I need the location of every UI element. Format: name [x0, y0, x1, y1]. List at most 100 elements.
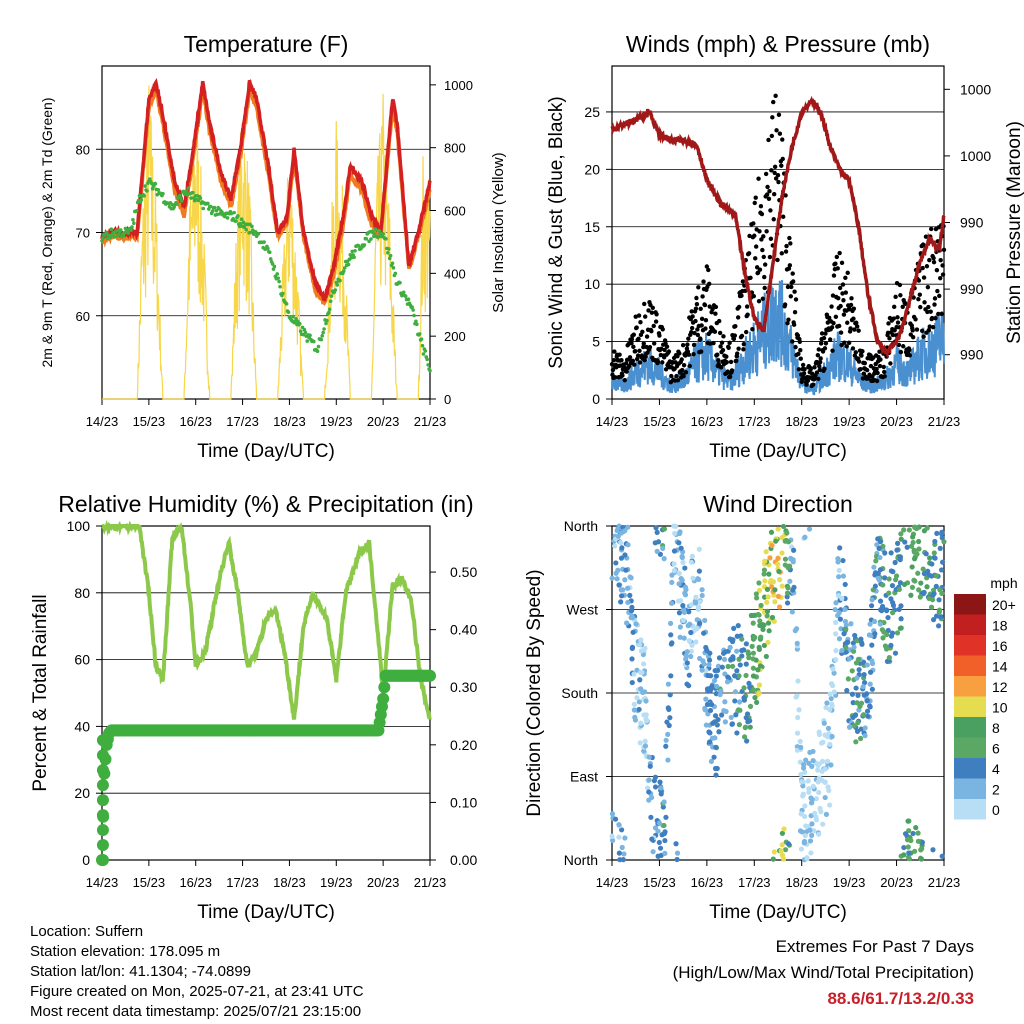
x-tick-label: 14/23 [86, 875, 119, 890]
direction-point [934, 530, 940, 536]
direction-point [758, 634, 764, 640]
direction-point [640, 689, 646, 696]
gust-point [741, 341, 747, 347]
direction-point [855, 719, 861, 726]
direction-point [820, 821, 826, 827]
direction-point [664, 719, 670, 725]
gust-point [816, 347, 821, 352]
direction-point [915, 838, 922, 844]
direction-point [769, 542, 775, 549]
direction-point [858, 726, 864, 732]
direction-point [667, 692, 673, 698]
direction-point [869, 597, 875, 603]
sonic-wind-line [611, 280, 945, 396]
y-tick-label: 60 [76, 309, 90, 324]
direction-point [770, 579, 777, 585]
direction-point [706, 739, 713, 745]
dewpoint-point [268, 257, 273, 261]
direction-point [872, 583, 878, 589]
gust-point [783, 193, 788, 198]
gust-point [685, 342, 690, 347]
direction-point [629, 644, 636, 650]
direction-point [750, 612, 757, 619]
direction-point [713, 772, 719, 778]
gust-point [785, 321, 790, 326]
direction-point [861, 692, 867, 698]
gust-point [669, 373, 674, 379]
direction-point [867, 681, 873, 687]
direction-point [872, 631, 878, 637]
direction-point [869, 642, 875, 648]
direction-point [862, 733, 868, 739]
direction-point [880, 635, 886, 641]
gust-point [817, 367, 822, 373]
direction-point [902, 831, 909, 837]
direction-point [822, 766, 828, 772]
legend-label: 16 [992, 638, 1008, 654]
elevation-text: Station elevation: 178.095 m [30, 943, 221, 960]
gust-point [808, 367, 813, 372]
direction-point [807, 749, 813, 756]
direction-point [766, 571, 772, 577]
direction-point [815, 767, 821, 773]
direction-point [728, 714, 734, 721]
direction-point [930, 847, 936, 853]
direction-point [785, 841, 792, 847]
direction-point [753, 595, 760, 601]
direction-point [711, 677, 718, 684]
direction-point [659, 832, 665, 838]
direction-point [677, 529, 683, 535]
direction-point [846, 656, 852, 662]
dewpoint-point [417, 332, 422, 336]
x-tick-label: 21/23 [414, 414, 447, 429]
direction-point [802, 833, 808, 839]
direction-point [754, 699, 760, 705]
direction-point [837, 616, 843, 622]
dewpoint-point [326, 310, 331, 315]
x-axis-label: Time (Day/UTC) [709, 902, 847, 923]
direction-point [619, 545, 625, 551]
dewpoint-point [262, 240, 266, 244]
direction-point [686, 672, 692, 678]
direction-point [661, 556, 667, 562]
direction-point [770, 856, 776, 862]
direction-point [813, 796, 819, 802]
direction-point [806, 526, 813, 532]
direction-point [755, 667, 761, 673]
precip-point [96, 809, 109, 822]
gust-point [834, 254, 840, 260]
x-tick-label: 14/23 [596, 875, 629, 890]
direction-point [836, 610, 842, 616]
direction-point [648, 814, 654, 820]
direction-point [876, 545, 882, 551]
gust-point [771, 217, 776, 222]
direction-point [901, 844, 907, 851]
precip-point [378, 681, 391, 694]
y-tick-label: 60 [74, 652, 90, 668]
direction-point [688, 653, 694, 660]
solar-insolation-line [102, 85, 431, 400]
direction-point [766, 628, 772, 634]
gust-point [882, 374, 887, 379]
gust-point [633, 348, 638, 354]
gust-point [772, 164, 778, 169]
x-tick-label: 16/23 [691, 875, 724, 890]
dewpoint-point [266, 246, 270, 251]
direction-point [892, 650, 899, 656]
dewpoint-point [423, 349, 428, 353]
gust-point [750, 327, 755, 332]
station-info: Location: Suffern Station elevation: 178… [30, 922, 364, 1022]
direction-point [696, 568, 702, 574]
direction-point [805, 778, 811, 784]
direction-point [622, 577, 628, 583]
y-tick-label: 0 [592, 391, 600, 407]
gust-point [897, 282, 903, 288]
direction-point [804, 856, 810, 862]
direction-point [869, 658, 875, 664]
direction-point [842, 606, 848, 612]
legend-swatch [954, 799, 986, 820]
gust-point [779, 251, 784, 256]
direction-point [828, 695, 834, 702]
direction-point [661, 526, 667, 532]
direction-point [764, 599, 770, 605]
